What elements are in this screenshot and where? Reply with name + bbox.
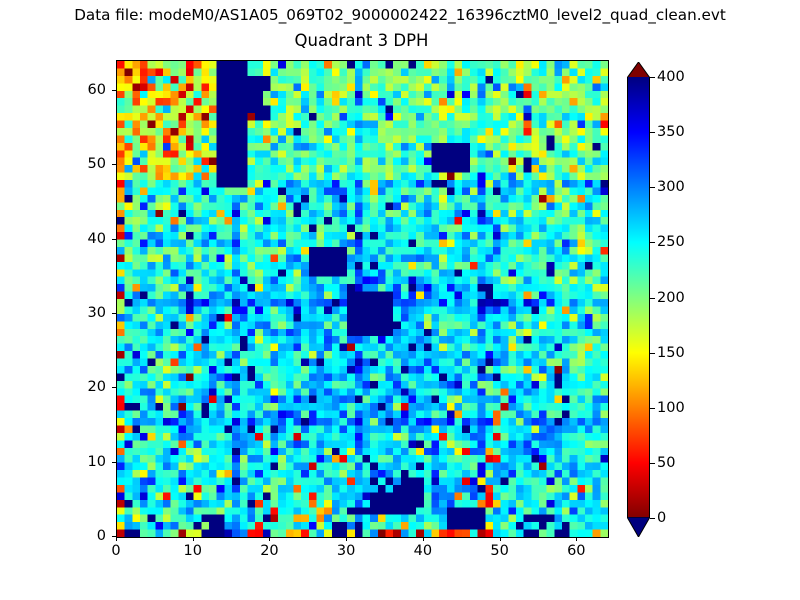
- x-tick-mark: [346, 537, 348, 541]
- colorbar-tick-mark: [650, 352, 655, 354]
- x-tick-label: 0: [111, 543, 121, 559]
- colorbar-tick-mark: [650, 407, 655, 409]
- x-tick-mark: [576, 537, 578, 541]
- colorbar-tick-label: 300: [657, 179, 685, 196]
- heatmap-image: [117, 61, 608, 537]
- colorbar-tick-label: 0: [657, 510, 667, 526]
- y-tick-label: 0: [96, 528, 106, 544]
- colorbar[interactable]: [627, 62, 650, 537]
- y-tick-label: 10: [87, 453, 106, 470]
- y-tick-mark: [112, 89, 116, 91]
- y-tick-mark: [112, 164, 116, 166]
- y-tick-label: 50: [87, 156, 106, 173]
- x-tick-label: 30: [336, 543, 356, 559]
- y-tick-mark: [112, 312, 116, 314]
- colorbar-tick-label: 400: [657, 69, 685, 85]
- colorbar-tick-mark: [650, 518, 655, 519]
- y-tick-mark: [112, 536, 116, 537]
- y-tick-label: 40: [87, 230, 106, 247]
- x-tick-mark: [499, 537, 501, 541]
- colorbar-tick-mark: [650, 462, 655, 464]
- y-tick-mark: [112, 387, 116, 389]
- colorbar-tick-label: 50: [657, 454, 676, 471]
- data-file-suptitle: Data file: modeM0/AS1A05_069T02_90000024…: [74, 6, 726, 24]
- x-tick-label: 50: [490, 543, 509, 559]
- colorbar-under-arrow-icon: [627, 517, 650, 537]
- x-tick-mark: [422, 537, 424, 541]
- x-tick-mark: [269, 537, 271, 541]
- colorbar-tick-mark: [650, 297, 655, 299]
- y-tick-mark: [112, 461, 116, 463]
- x-tick-label: 40: [413, 543, 433, 559]
- x-tick-mark: [192, 537, 194, 541]
- colorbar-tick-mark: [650, 77, 655, 78]
- y-tick-mark: [112, 238, 116, 240]
- y-tick-label: 60: [87, 81, 106, 98]
- x-tick-label: 10: [183, 543, 202, 559]
- colorbar-gradient: [627, 77, 650, 518]
- page-title: Quadrant 3 DPH: [294, 31, 429, 50]
- y-tick-label: 20: [87, 379, 106, 396]
- colorbar-tick-label: 150: [657, 344, 685, 361]
- y-tick-label: 30: [87, 304, 106, 321]
- heatmap-plot-area[interactable]: [116, 60, 609, 538]
- colorbar-over-arrow-icon: [627, 62, 650, 78]
- colorbar-tick-mark: [650, 242, 655, 244]
- colorbar-tick-label: 250: [657, 234, 685, 251]
- x-tick-label: 60: [567, 543, 586, 559]
- colorbar-tick-mark: [650, 132, 655, 134]
- x-tick-mark: [116, 537, 117, 541]
- colorbar-tick-mark: [650, 187, 655, 189]
- colorbar-tick-label: 100: [657, 399, 685, 416]
- x-tick-label: 20: [260, 543, 279, 559]
- colorbar-tick-label: 350: [657, 124, 685, 141]
- colorbar-tick-label: 200: [657, 289, 685, 306]
